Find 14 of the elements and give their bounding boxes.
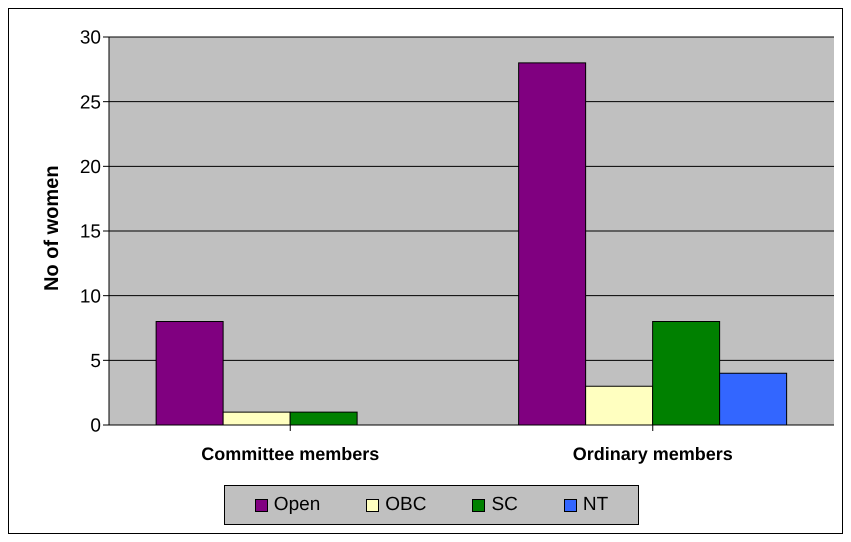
y-tick-label: 0 [90, 416, 101, 437]
y-tick-label: 25 [80, 92, 101, 114]
legend-label: Open [272, 494, 320, 516]
y-tick-label: 30 [80, 28, 101, 49]
y-tick-label: 10 [80, 286, 101, 308]
x-tick-label: Committee members [201, 444, 380, 464]
x-tick-label: Ordinary members [572, 444, 733, 464]
y-tick-label: 20 [80, 157, 101, 178]
legend-label: OBC [384, 494, 426, 516]
y-tick-label: 5 [90, 351, 101, 372]
legend-label: NT [582, 494, 608, 516]
legend-label: SC [490, 494, 518, 516]
y-tick-label: 15 [80, 222, 101, 243]
y-axis-title: No of women [41, 165, 64, 291]
